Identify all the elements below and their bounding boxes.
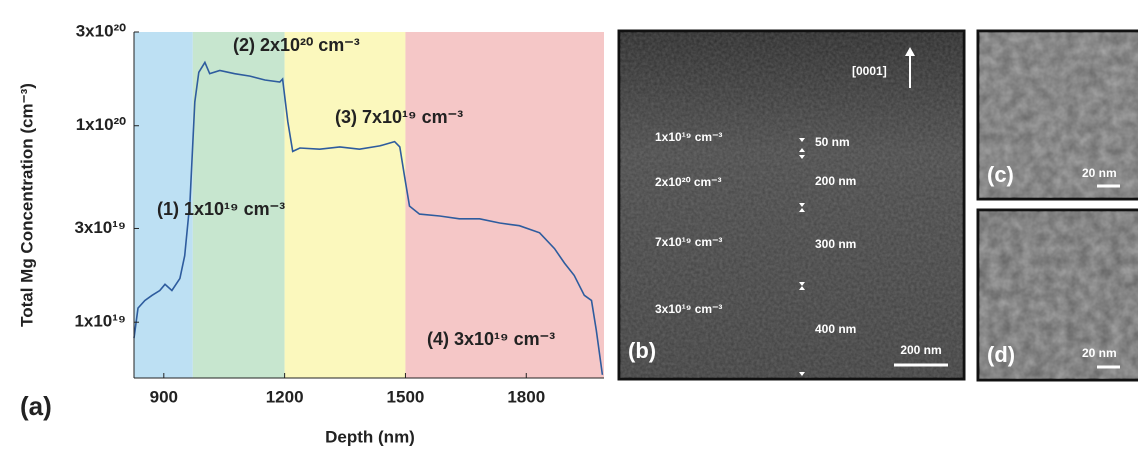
arrow-head	[905, 47, 915, 56]
layer-thickness: 300 nm	[815, 237, 856, 251]
x-tick-label: 1800	[507, 387, 545, 406]
image-texture	[979, 211, 1138, 379]
y-axis-label: Total Mg Concentration (cm⁻³)	[17, 83, 36, 327]
scale-bar-label: 20 nm	[1082, 346, 1117, 360]
y-tick-label: 1x10¹⁹	[74, 312, 126, 331]
layer-concentration: 1x10¹⁹ cm⁻³	[655, 130, 722, 144]
panel-label: (a)	[20, 391, 52, 421]
direction-label: [0001]	[852, 64, 887, 78]
shaded-region	[192, 32, 285, 378]
image-texture	[979, 32, 1138, 198]
x-tick-label: 1200	[266, 387, 304, 406]
annotation: (4) 3x10¹⁹ cm⁻³	[427, 329, 555, 349]
scale-bar-label: 200 nm	[900, 343, 941, 357]
y-tick-label: 3x10²⁰	[76, 21, 126, 40]
annotation: (1) 1x10¹⁹ cm⁻³	[157, 199, 285, 219]
panel-label: (d)	[987, 342, 1015, 367]
chart: 900 1200 1500 1800 1x10¹⁹ 3x10¹⁹ 1x10²⁰ 3x10²⁰ D…	[17, 21, 604, 446]
micrograph-d: (d) 20 nm	[976, 208, 1138, 382]
layer-thickness: 200 nm	[815, 174, 856, 188]
layer-thickness: 400 nm	[815, 322, 856, 336]
shaded-region	[134, 32, 193, 378]
x-axis-label: Depth (nm)	[325, 427, 415, 446]
micrograph-b: (b) [0001] 200 nm 1x10¹⁹ cm⁻³ 50 nm 2x10²⁰ cm…	[617, 29, 966, 381]
layer-concentration: 7x10¹⁹ cm⁻³	[655, 235, 722, 249]
layer-thickness: 50 nm	[815, 135, 850, 149]
micrograph-c: (c) 20 nm	[976, 29, 1138, 201]
x-tick-label: 900	[150, 387, 178, 406]
panel-label: (c)	[987, 162, 1014, 187]
image-texture	[620, 32, 963, 378]
shaded-region	[284, 32, 406, 378]
panel-label: (b)	[628, 338, 656, 363]
x-tick-label: 1500	[387, 387, 425, 406]
y-tick-label: 3x10¹⁹	[74, 218, 126, 237]
shaded-region	[405, 32, 604, 378]
annotation: (3) 7x10¹⁹ cm⁻³	[335, 107, 463, 127]
layer-concentration: 2x10²⁰ cm⁻³	[655, 175, 722, 189]
data-line	[133, 60, 604, 375]
annotation: (2) 2x10²⁰ cm⁻³	[233, 35, 360, 55]
layer-concentration: 3x10¹⁹ cm⁻³	[655, 302, 722, 316]
scale-bar-label: 20 nm	[1082, 166, 1117, 180]
y-tick-label: 1x10²⁰	[76, 115, 126, 134]
